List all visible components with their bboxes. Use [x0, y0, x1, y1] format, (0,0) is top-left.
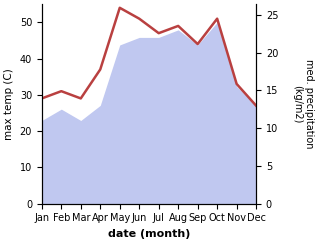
Y-axis label: max temp (C): max temp (C)	[4, 68, 14, 140]
Y-axis label: med. precipitation
(kg/m2): med. precipitation (kg/m2)	[292, 59, 314, 149]
X-axis label: date (month): date (month)	[108, 229, 190, 239]
